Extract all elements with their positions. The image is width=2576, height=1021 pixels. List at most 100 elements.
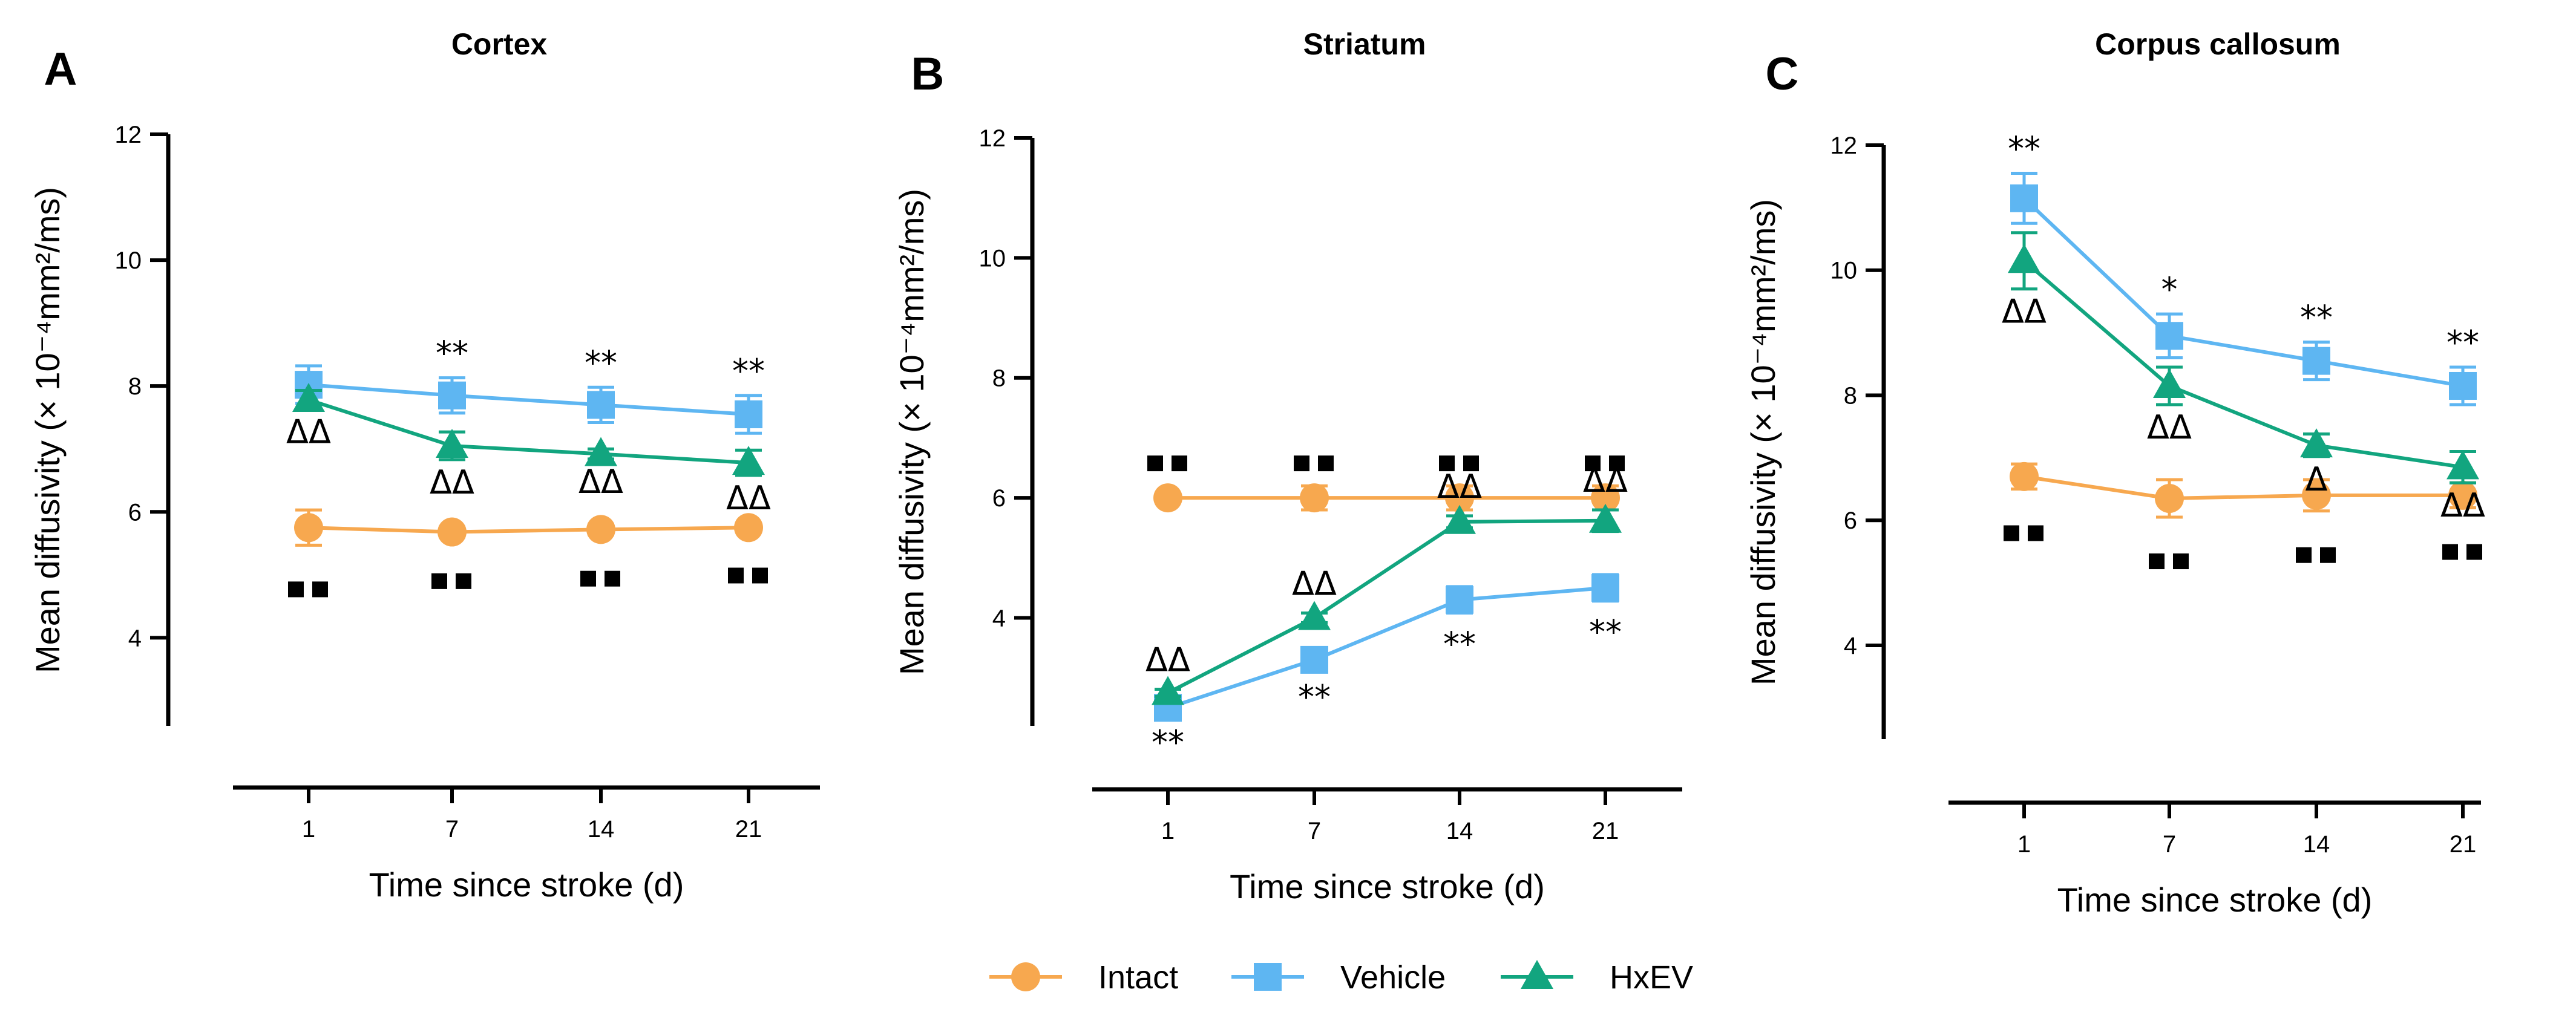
significance-squares: ■■ [1294,455,1334,472]
data-point [1153,483,1182,513]
significance-label: Δ [2306,460,2328,498]
data-point [1591,573,1619,602]
legend-item-vehicle: Vehicle [1231,959,1446,996]
y-tick-label: 10 [979,245,1006,272]
data-point [1446,586,1473,614]
significance-label: ** [2008,130,2040,168]
legend-label: HxEV [1610,959,1693,996]
y-tick-label: 10 [115,247,142,274]
data-point [438,517,467,547]
data-point [2155,322,2183,350]
y-tick-label: 4 [128,625,142,651]
series-line [2023,259,2463,469]
legend-label: Intact [1098,959,1178,996]
significance-squares: ■■ [728,567,768,584]
panel-a: A Cortex 4 6 8 10 12 Mean diffusivity (× 10⁻⁴mm… [28,27,820,904]
x-tick-label: 21 [1592,818,1619,844]
series-line [2022,197,2463,388]
y-axis-label: Mean diffusivity (× 10⁻⁴mm²/ms) [1744,199,1782,685]
data-point [735,400,762,428]
x-tick-label: 1 [302,816,315,843]
legend-marker [1521,960,1553,989]
significance-label: ** [585,344,617,382]
data-point [1300,483,1329,513]
significance-label: ΔΔ [578,463,623,501]
data-point [1298,601,1331,630]
data-point [586,515,615,544]
series-line [2024,474,2463,501]
data-point [1300,645,1328,674]
y-tick-label: 8 [128,373,142,400]
x-tick-label: 14 [2303,831,2330,858]
panel-title: Cortex [451,27,548,61]
panel-b: B Striatum 4 6 8 10 12 Mean diffusivity (× 10⁻⁴… [893,27,1682,905]
x-tick-label: 14 [1446,818,1473,844]
significance-square [605,570,620,587]
x-tick-label: 1 [1161,818,1175,844]
series-line [308,398,749,465]
significance-square [1439,455,1455,472]
series-line [308,526,749,534]
significance-label: ΔΔ [1437,468,1482,506]
data-point [436,429,468,458]
legend-label: Vehicle [1340,959,1446,996]
significance-label: ΔΔ [2147,408,2192,446]
significance-squares: ■■ [1147,455,1187,472]
significance-label: ** [2300,299,2333,337]
data-point [2447,450,2479,480]
data-point [2153,368,2186,398]
legend: Intact Vehicle HxEV [989,959,1693,996]
y-tick-label: 12 [115,122,142,148]
panel-letter: A [44,44,77,95]
significance-square [431,573,447,589]
series-intact: ■■ ■■ ■■ ■■ [2004,462,2482,570]
significance-label: ΔΔ [1145,641,1190,679]
significance-squares: ■■ [2442,544,2482,560]
x-tick-label: 14 [588,816,615,843]
significance-label: * [2161,270,2178,308]
significance-squares: ■■ [2296,547,2336,563]
data-point [1152,676,1184,705]
panel-c: C Corpus callosum 4 6 8 10 12 Mean diffusivity … [1744,27,2485,919]
significance-squares: ■■ [580,570,620,587]
significance-square [288,581,304,598]
significance-square [2466,544,2482,560]
significance-label: ΔΔ [2440,486,2485,524]
significance-label: ** [732,352,765,390]
x-tick-label: 7 [445,816,459,843]
significance-square [1463,455,1479,472]
significance-label: ΔΔ [1583,462,1628,500]
legend-item-hxev: HxEV [1501,959,1693,996]
x-tick-label: 21 [735,816,762,843]
y-tick-label: 4 [1844,633,1857,659]
data-point [2010,184,2038,212]
y-tick-label: 12 [1830,132,1858,159]
significance-squares: ■■ [2149,553,2189,570]
significance-square [1609,455,1625,472]
x-tick-label: 7 [2163,831,2176,858]
significance-square [2004,525,2019,541]
data-point [294,513,323,543]
data-point [2449,371,2477,400]
significance-label: ** [436,334,468,373]
x-tick-label: 1 [2017,831,2031,858]
significance-squares: ■■ [288,581,328,598]
data-point [2155,484,2184,514]
series-intact: ■■ ■■ ■■ ■■ [288,508,768,598]
series-vehicle: ** ** ** ** [1152,573,1622,762]
significance-square [2442,544,2458,560]
significance-square [2173,553,2189,570]
y-tick-label: 12 [979,125,1006,152]
significance-squares: ■■ [2004,525,2043,541]
data-point [2302,480,2331,510]
panel-title: Corpus callosum [2095,27,2341,61]
y-tick-label: 6 [992,485,1006,512]
series-hxev: ΔΔ ΔΔ ΔΔ ΔΔ [286,383,771,517]
legend-marker [1011,962,1040,991]
legend-item-intact: Intact [989,959,1178,996]
significance-squares: ■■ [1585,455,1625,472]
significance-square [1147,455,1163,472]
series-line [308,383,749,416]
data-point [732,446,765,475]
